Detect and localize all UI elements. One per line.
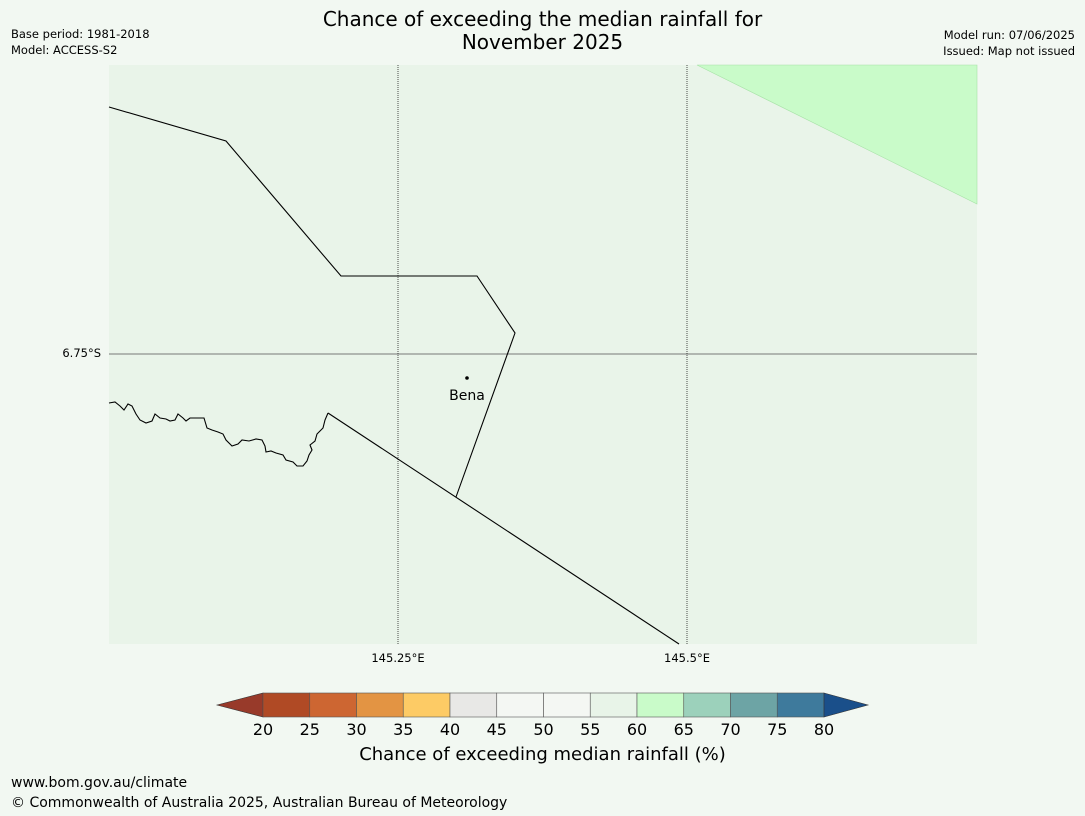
- colorbar-segment: [309, 692, 357, 718]
- model-text: Model: ACCESS-S2: [11, 43, 118, 57]
- colorbar-tick-label: 25: [299, 720, 320, 739]
- probability-shading: [696, 64, 978, 205]
- issued-text: Issued: Map not issued: [943, 44, 1075, 58]
- colorbar-segment: [356, 692, 404, 718]
- colorbar-label: Chance of exceeding median rainfall (%): [359, 744, 726, 765]
- map-area: [109, 65, 977, 644]
- colorbar-tick-label: 75: [767, 720, 788, 739]
- colorbar-segments: [262, 692, 825, 718]
- colorbar-tick-label: 70: [720, 720, 741, 739]
- colorbar-tick-label: 50: [533, 720, 554, 739]
- lon-label-145-25: 145.25°E: [371, 651, 425, 665]
- footer-url: www.bom.gov.au/climate: [11, 775, 188, 791]
- lon-label-145-5: 145.5°E: [664, 651, 710, 665]
- colorbar-segment: [449, 692, 498, 718]
- footer-copyright: © Commonwealth of Australia 2025, Austra…: [11, 795, 508, 811]
- colorbar-segment: [262, 692, 311, 718]
- colorbar-tick-label: 35: [393, 720, 414, 739]
- colorbar-segment: [589, 692, 638, 718]
- colorbar-segment: [496, 692, 544, 718]
- colorbar-segment: [636, 692, 685, 718]
- meta-right: Model run: 07/06/2025 Issued: Map not is…: [943, 27, 1075, 59]
- meta-left: Base period: 1981-2018 Model: ACCESS-S2: [11, 26, 150, 58]
- colorbar-segment: [543, 692, 591, 718]
- town-marker: [465, 376, 469, 380]
- base-period-text: Base period: 1981-2018: [11, 27, 150, 41]
- title-line-1: Chance of exceeding the median rainfall …: [322, 7, 763, 31]
- colorbar-under-arrow: [215, 692, 264, 718]
- model-run-text: Model run: 07/06/2025: [943, 28, 1075, 42]
- town-label: Bena: [449, 388, 485, 404]
- colorbar-tick-label: 30: [346, 720, 367, 739]
- province-boundary: [108, 106, 516, 498]
- title-line-2: November 2025: [461, 30, 624, 54]
- colorbar-tick-label: 60: [626, 720, 648, 739]
- lat-label-6-75: 6.75°S: [62, 346, 101, 360]
- colorbar-tick-label: 20: [252, 720, 274, 739]
- colorbar-tick-label: 40: [439, 720, 461, 739]
- colorbar-segment: [730, 692, 778, 718]
- coastline: [108, 401, 329, 467]
- colorbar-tick-label: 45: [486, 720, 507, 739]
- colorbar-tick-label: 55: [580, 720, 601, 739]
- colorbar-segment: [402, 692, 451, 718]
- colorbar-tick-label: 80: [813, 720, 835, 739]
- colorbar-over-arrow: [823, 692, 870, 718]
- map-title: Chance of exceeding the median rainfall …: [0, 8, 1085, 54]
- colorbar-segment: [683, 692, 731, 718]
- colorbar-tick-label: 65: [673, 720, 694, 739]
- colorbar-segment: [776, 692, 825, 718]
- province-boundary-south: [327, 412, 680, 645]
